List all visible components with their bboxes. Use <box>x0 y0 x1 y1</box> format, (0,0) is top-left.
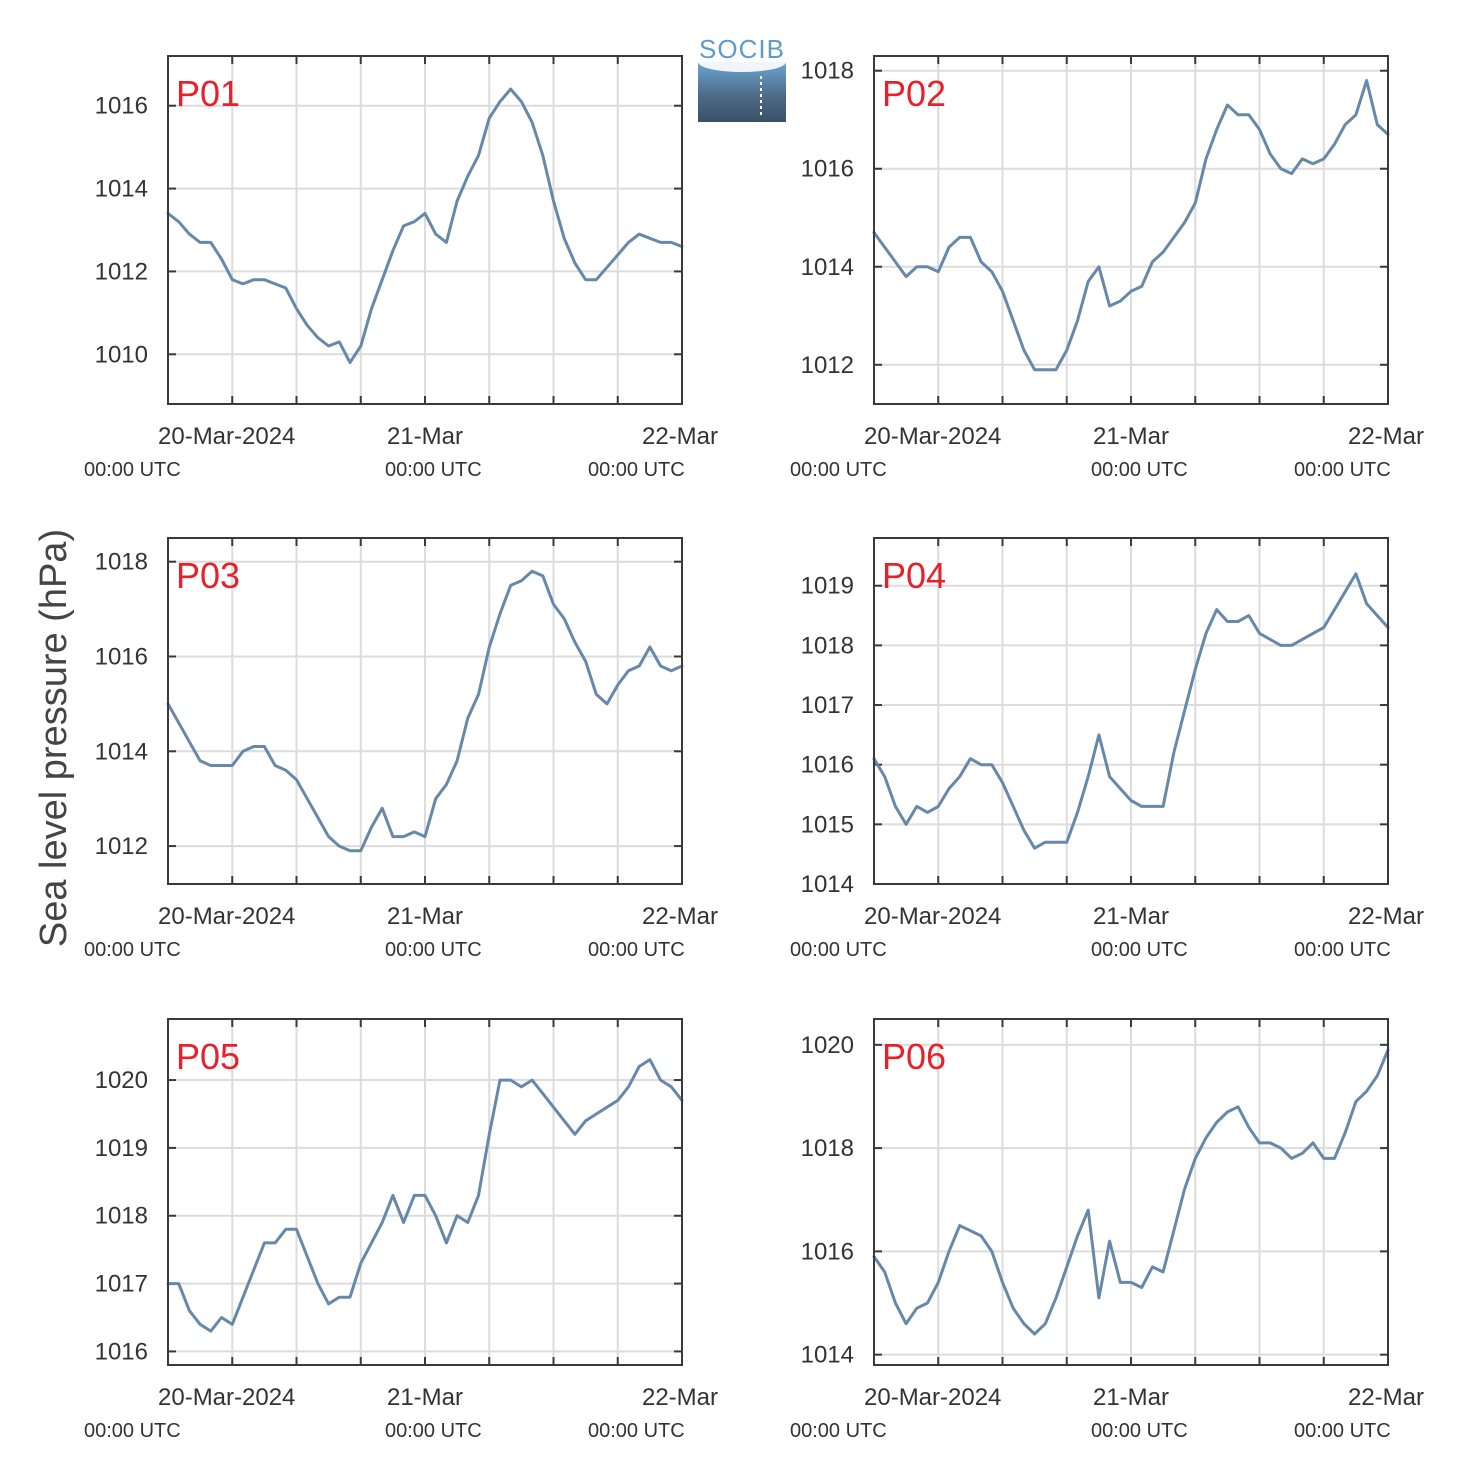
panel-label: P03 <box>176 555 240 596</box>
y-tick-label: 1020 <box>801 1032 854 1059</box>
y-tick-label: 1014 <box>801 254 854 281</box>
y-tick-label: 1018 <box>801 1135 854 1162</box>
y-tick-label: 1015 <box>801 811 854 838</box>
y-tick-label: 1018 <box>95 1203 148 1230</box>
series-line <box>872 1048 1390 1336</box>
x-tick-label: 22-Mar <box>642 1384 718 1411</box>
series-line <box>166 87 684 365</box>
y-tick-label: 1012 <box>801 352 854 379</box>
x-tick-sublabel: 00:00 UTC <box>588 459 685 481</box>
x-tick-label: 21-Mar <box>387 903 463 930</box>
plot-frame <box>873 537 1389 885</box>
x-tick-label: 20-Mar-2024 <box>158 1384 295 1411</box>
y-tick-label: 1019 <box>801 573 854 600</box>
y-tick-label: 1019 <box>95 1135 148 1162</box>
x-tick-label: 20-Mar-2024 <box>864 903 1001 930</box>
x-tick-sublabel: 00:00 UTC <box>790 459 887 481</box>
y-tick-label: 1012 <box>95 258 148 285</box>
socib-logo: SOCIB <box>696 34 788 126</box>
plot-frame <box>167 537 683 885</box>
x-tick-label: 22-Mar <box>1348 1384 1424 1411</box>
x-tick-label: 22-Mar <box>1348 903 1424 930</box>
y-tick-label: 1018 <box>801 632 854 659</box>
plot-frame <box>167 1018 683 1366</box>
x-tick-sublabel: 00:00 UTC <box>385 1420 482 1442</box>
chart-panel-2: 1012 1014 1016 1018 P02 20-Mar-2024 00:00 UTC 2… <box>790 55 1424 481</box>
x-tick-label: 21-Mar <box>387 1384 463 1411</box>
y-tick-label: 1014 <box>801 1342 854 1369</box>
y-tick-label: 1016 <box>95 1338 148 1365</box>
logo-text: SOCIB <box>699 34 785 64</box>
x-tick-label: 21-Mar <box>1093 1384 1169 1411</box>
x-tick-label: 21-Mar <box>1093 903 1169 930</box>
series-line <box>872 79 1390 372</box>
x-tick-sublabel: 00:00 UTC <box>84 939 181 961</box>
chart-panel-1: 1010 1012 1014 1016 P01 20-Mar-2024 00:00 UTC 2… <box>84 55 718 481</box>
y-tick-label: 1017 <box>95 1271 148 1298</box>
plot-frame <box>873 55 1389 405</box>
series-line <box>166 569 684 853</box>
x-tick-label: 22-Mar <box>1348 423 1424 450</box>
logo-dash <box>760 76 762 116</box>
chart-panel-4: 1014 1015 1016 1017 1018 1019 P04 20-Mar-2024 00… <box>790 537 1424 961</box>
y-tick-label: 1012 <box>95 833 148 860</box>
panel-label: P04 <box>882 555 946 596</box>
y-tick-label: 1018 <box>801 58 854 85</box>
x-tick-sublabel: 00:00 UTC <box>588 939 685 961</box>
x-tick-sublabel: 00:00 UTC <box>84 1420 181 1442</box>
chart-panel-5: 1016 1017 1018 1019 1020 P05 20-Mar-2024 00:00 … <box>84 1018 718 1442</box>
series-line <box>166 1058 684 1333</box>
y-tick-label: 1014 <box>801 871 854 898</box>
y-tick-label: 1018 <box>95 549 148 576</box>
x-tick-sublabel: 00:00 UTC <box>1294 459 1391 481</box>
x-tick-sublabel: 00:00 UTC <box>1091 459 1188 481</box>
chart-panel-6: 1014 1016 1018 1020 P06 20-Mar-2024 00:00 UTC 2… <box>790 1018 1424 1442</box>
logo-box <box>698 62 786 122</box>
y-tick-label: 1016 <box>801 156 854 183</box>
x-tick-sublabel: 00:00 UTC <box>385 939 482 961</box>
y-tick-label: 1016 <box>801 752 854 779</box>
x-tick-sublabel: 00:00 UTC <box>1091 939 1188 961</box>
y-tick-label: 1016 <box>95 93 148 120</box>
x-tick-label: 22-Mar <box>642 423 718 450</box>
x-tick-label: 21-Mar <box>1093 423 1169 450</box>
x-tick-label: 20-Mar-2024 <box>864 423 1001 450</box>
y-axis-label: Sea level pressure (hPa) <box>33 529 75 947</box>
plot-frame <box>873 1018 1389 1366</box>
logo-wave <box>698 62 786 72</box>
panel-label: P02 <box>882 73 946 114</box>
y-tick-label: 1020 <box>95 1067 148 1094</box>
x-tick-label: 20-Mar-2024 <box>864 1384 1001 1411</box>
chart-panel-3: 1012 1014 1016 1018 P03 20-Mar-2024 00:00 UTC 2… <box>84 537 718 961</box>
series-line <box>872 572 1390 850</box>
y-tick-label: 1014 <box>95 738 148 765</box>
x-tick-sublabel: 00:00 UTC <box>790 939 887 961</box>
panel-label: P01 <box>176 73 240 114</box>
y-tick-label: 1017 <box>801 692 854 719</box>
y-tick-label: 1016 <box>95 643 148 670</box>
x-tick-label: 21-Mar <box>387 423 463 450</box>
x-tick-sublabel: 00:00 UTC <box>588 1420 685 1442</box>
x-tick-sublabel: 00:00 UTC <box>790 1420 887 1442</box>
x-tick-label: 20-Mar-2024 <box>158 423 295 450</box>
y-tick-label: 1010 <box>95 341 148 368</box>
panel-label: P05 <box>176 1036 240 1077</box>
x-tick-sublabel: 00:00 UTC <box>1294 939 1391 961</box>
panel-label: P06 <box>882 1036 946 1077</box>
y-tick-label: 1014 <box>95 176 148 203</box>
x-tick-label: 22-Mar <box>642 903 718 930</box>
y-tick-label: 1016 <box>801 1238 854 1265</box>
x-tick-sublabel: 00:00 UTC <box>84 459 181 481</box>
x-tick-sublabel: 00:00 UTC <box>1294 1420 1391 1442</box>
x-tick-sublabel: 00:00 UTC <box>385 459 482 481</box>
plot-frame <box>167 55 683 405</box>
x-tick-sublabel: 00:00 UTC <box>1091 1420 1188 1442</box>
x-tick-label: 20-Mar-2024 <box>158 903 295 930</box>
